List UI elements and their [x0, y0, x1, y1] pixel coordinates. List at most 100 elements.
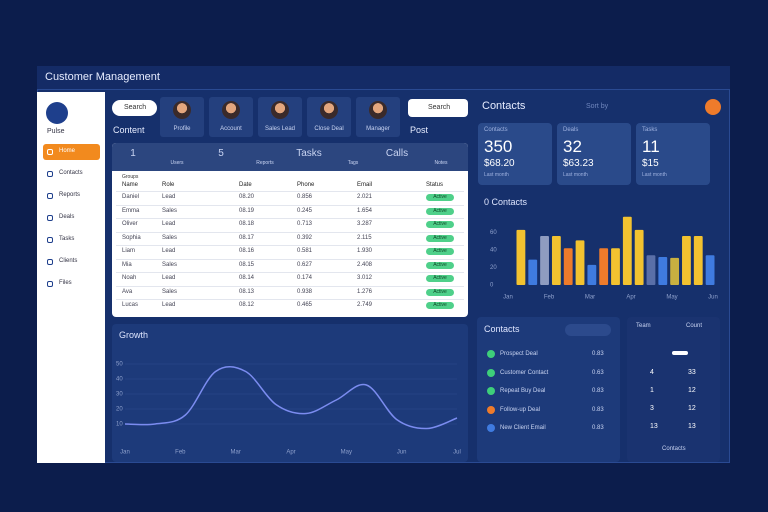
stat-value: 11	[642, 137, 660, 156]
x-tick-label: May	[666, 295, 677, 301]
toolbar-item[interactable]: Calls	[385, 148, 409, 159]
status-dot	[487, 424, 495, 432]
toolbar-item[interactable]: Reports	[256, 160, 274, 166]
x-tick-label: Jan	[120, 450, 130, 456]
notification-badge[interactable]	[705, 99, 721, 115]
bar	[682, 236, 691, 285]
contacts-filter[interactable]: Sort by	[586, 103, 609, 110]
contact-name[interactable]: Prospect Deal	[500, 351, 538, 357]
toolbar-item[interactable]: Notes	[434, 160, 448, 166]
row-divider	[116, 191, 464, 192]
cell: 0.713	[297, 221, 313, 227]
avatar	[369, 101, 387, 119]
cell: 08.12	[239, 302, 255, 308]
nav-icon	[47, 193, 53, 199]
contacts-title: Contacts	[482, 100, 526, 112]
stat-label: Contacts	[484, 127, 508, 133]
avatar	[320, 101, 338, 119]
y-tick-label: 0	[490, 283, 494, 289]
cell: Lucas	[122, 302, 139, 308]
stat-card	[478, 123, 552, 185]
cell: 0.245	[297, 207, 313, 214]
y-tick-label: 60	[490, 230, 497, 236]
table-group: Groups	[122, 174, 139, 180]
contact-list-toggle[interactable]	[565, 324, 611, 336]
row-divider	[116, 258, 464, 260]
mini-cell: 1	[650, 387, 654, 394]
contact-name[interactable]: Repeat Buy Deal	[500, 388, 546, 394]
growth-title: Growth	[119, 330, 149, 340]
nav-icon	[47, 259, 53, 265]
toolbar-item[interactable]: 1	[130, 148, 136, 159]
bar	[528, 259, 538, 285]
nav-item[interactable]: Clients	[59, 258, 78, 264]
x-tick-label: Feb	[544, 295, 555, 301]
nav-active	[43, 144, 100, 160]
nav-item[interactable]: Reports	[59, 192, 81, 198]
post-search-text: Search	[428, 104, 451, 111]
mini-cell: 33	[688, 369, 696, 376]
bar	[634, 229, 644, 285]
avatar	[222, 101, 240, 119]
y-tick-label: 20	[490, 265, 497, 271]
cell: 2.021	[357, 194, 373, 200]
cell: Emma	[122, 207, 140, 214]
cell: 0.392	[297, 234, 313, 241]
status-text: Active	[433, 234, 447, 241]
contact-value: 0.83	[592, 406, 604, 413]
nav-item[interactable]: Home	[59, 148, 76, 154]
cell: Sales	[162, 261, 178, 268]
row-divider	[116, 272, 464, 273]
cell: 3.287	[357, 221, 373, 227]
cell: 08.16	[239, 248, 255, 254]
bar	[516, 229, 526, 285]
status-badge	[426, 221, 454, 228]
cell: 0.627	[297, 261, 313, 268]
status-dot	[487, 387, 495, 395]
growth-line	[124, 365, 458, 430]
profile-name: Manager	[366, 126, 390, 132]
nav-item[interactable]: Contacts	[59, 170, 83, 176]
cell: Sophia	[122, 234, 141, 241]
mini-table-panel	[627, 317, 720, 462]
nav-item[interactable]: Files	[59, 280, 72, 286]
profile-name: Sales Lead	[264, 126, 296, 132]
contact-name[interactable]: Follow-up Deal	[500, 406, 541, 413]
toolbar-item[interactable]: Tasks	[296, 148, 322, 159]
brand-logo	[46, 102, 68, 124]
growth-panel	[112, 324, 468, 462]
cell: 0.856	[297, 194, 313, 200]
contact-name[interactable]: Customer Contact	[500, 369, 549, 376]
bar	[575, 240, 585, 285]
column-header: Phone	[297, 182, 315, 188]
bar	[540, 236, 549, 285]
brand-name: Pulse	[47, 128, 65, 135]
table-toolbar	[112, 143, 468, 171]
bar	[658, 257, 668, 285]
nav-icon	[47, 171, 53, 177]
contact-value: 0.83	[592, 425, 604, 431]
toolbar-item[interactable]: 5	[218, 148, 224, 159]
nav-item[interactable]: Tasks	[59, 236, 75, 242]
stat-value: 350	[484, 137, 513, 156]
cell: Ava	[122, 288, 133, 295]
bar	[622, 216, 632, 285]
status-badge	[426, 248, 454, 255]
contact-name[interactable]: New Client Email	[500, 425, 546, 431]
nav-item[interactable]: Deals	[59, 214, 75, 220]
profile-search[interactable]	[112, 100, 157, 116]
column-header: Email	[357, 182, 373, 188]
toolbar-item[interactable]: Users	[170, 160, 184, 166]
table-panel	[112, 143, 468, 317]
bar	[563, 248, 573, 285]
cell: 1.276	[357, 288, 373, 295]
cell: Lead	[162, 248, 176, 254]
bar	[646, 255, 656, 285]
stat-value: 32	[563, 137, 582, 156]
avatar	[271, 101, 289, 119]
toolbar-item[interactable]: Tags	[347, 160, 359, 166]
post-search[interactable]	[408, 99, 468, 117]
cell: 1.930	[357, 248, 373, 254]
